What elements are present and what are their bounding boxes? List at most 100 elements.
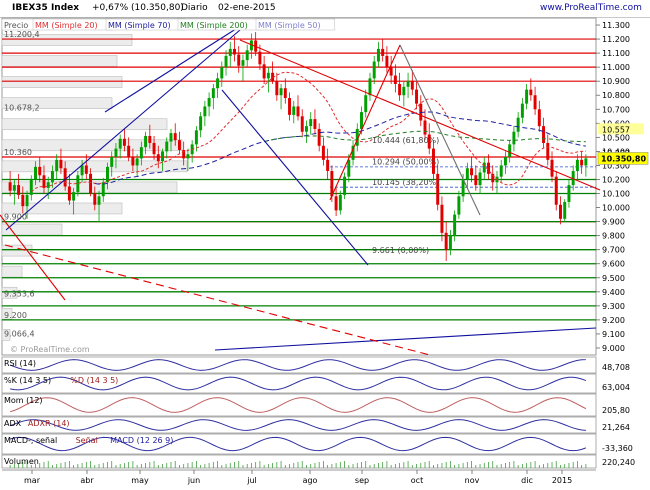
candle-body: [67, 186, 71, 201]
candle-body: [224, 55, 228, 68]
y-tick-label: 9.700: [602, 246, 625, 255]
y-tick-label: 10.900: [602, 77, 630, 86]
candle-body: [444, 232, 448, 250]
candle-body: [38, 166, 42, 176]
candle-body: [258, 51, 262, 65]
indicator-legend: Mom (12): [4, 396, 43, 405]
candle-body: [283, 88, 287, 99]
legend-entry: MM (Simple 20): [35, 21, 98, 30]
candle-body: [406, 81, 410, 87]
candle-body: [21, 194, 25, 207]
candle-body: [55, 159, 59, 172]
candle-body: [127, 145, 131, 158]
indicator-panel-frame: [1, 454, 597, 469]
candle-body: [309, 119, 313, 127]
candle-body: [131, 157, 135, 166]
x-axis: mar abr may jun jul ago sep oct nov dic 2015: [2, 469, 596, 485]
candle-body: [402, 86, 406, 96]
indicator-line: [9, 397, 587, 413]
level-label: 11.200,4: [4, 30, 40, 39]
y-tick-label: 9.900: [602, 218, 625, 227]
candle-body: [381, 48, 385, 56]
candle-body: [152, 142, 156, 155]
candle-body: [453, 214, 457, 236]
candle-body: [241, 60, 245, 66]
volume-profile-bar: [1, 160, 188, 173]
y-tick-label: 9.500: [602, 274, 625, 283]
x-tick-label: sep: [355, 476, 369, 485]
y-tick-label: 11.100: [602, 49, 630, 58]
candle-body: [415, 89, 419, 104]
volume-profile-bar: [1, 265, 23, 278]
candle-body: [63, 168, 67, 187]
candle-body: [144, 135, 148, 148]
volume-profile-bar: [1, 286, 18, 299]
candle-body: [465, 168, 469, 180]
indicator-line: [9, 419, 586, 431]
candle-body: [448, 235, 452, 250]
candle-body: [431, 148, 435, 174]
candle-body: [139, 147, 143, 159]
candle-body: [106, 166, 109, 183]
indicator-legend: ADXR (14): [28, 419, 70, 428]
level-label: 9.200: [4, 311, 27, 320]
candle-body: [427, 134, 431, 149]
candle-body: [470, 168, 474, 176]
trendline-down: [221, 89, 369, 266]
candle-body: [385, 55, 389, 68]
legend-entry: MM (Simple 200): [180, 21, 248, 30]
candle-body: [546, 142, 550, 160]
trendline-left: [0, 214, 66, 301]
candle-body: [271, 72, 275, 82]
y-tick-label: 9.400: [602, 288, 625, 297]
candle-body: [563, 201, 567, 219]
y-tick-label: 10.100: [602, 190, 630, 199]
candle-body: [84, 165, 88, 174]
indicator-legend: Volumen: [4, 457, 39, 466]
indicator-legend: MACD-, señal: [4, 436, 57, 445]
candle-body: [199, 116, 203, 131]
candle-body: [508, 144, 512, 158]
candle-body: [228, 48, 232, 56]
trendline-long: [214, 327, 597, 351]
candle-body: [233, 48, 236, 55]
level-label: 10.678,2: [4, 103, 40, 112]
fibo-label: 10.444 (61,80%): [372, 136, 439, 145]
x-tick-label: mar: [24, 476, 41, 485]
candle-body: [300, 116, 304, 132]
candle-body: [482, 162, 486, 173]
legend-entry: MM (Simple 50): [258, 21, 321, 30]
candle-body: [288, 98, 292, 115]
candle-body: [76, 175, 80, 193]
candle-body: [499, 165, 503, 177]
indicator-value: 205,80: [602, 406, 630, 415]
candle-body: [8, 182, 12, 191]
indicator-panel-frame: [1, 373, 597, 394]
price-panel: 11.300 11.200 11.100 11.000 10.900 10.800 10.7…: [0, 17, 649, 356]
volume-profile-bar: [1, 244, 33, 257]
fibo-label: 10.294 (50,00%): [372, 157, 439, 166]
y-tick-label: 10.400: [602, 147, 630, 156]
x-tick-label: jul: [246, 476, 257, 485]
y-tick-label: 10.800: [602, 91, 630, 100]
ma200-line: [264, 130, 586, 143]
candle-body: [203, 106, 207, 117]
indicator-legend: RSI (14): [4, 359, 36, 368]
candle-body: [29, 179, 33, 195]
candle-body: [118, 138, 122, 149]
candle-body: [194, 130, 198, 145]
candle-body: [355, 128, 359, 146]
chart-header: IBEX35 Index +0,67% (10.350,80) Diario 0…: [0, 0, 650, 18]
candle-body: [575, 159, 579, 172]
x-tick-label: 2015: [552, 476, 572, 485]
candle-body: [347, 159, 351, 177]
candle-body: [101, 182, 105, 197]
candle-body: [436, 173, 440, 205]
indicator-legend: MACD (12 26 9): [110, 436, 173, 445]
candle-body: [330, 171, 334, 197]
indicator-value: 21,264: [602, 423, 630, 432]
candle-body: [516, 117, 520, 132]
last-price-bg: [597, 152, 649, 165]
candle-body: [177, 140, 181, 150]
